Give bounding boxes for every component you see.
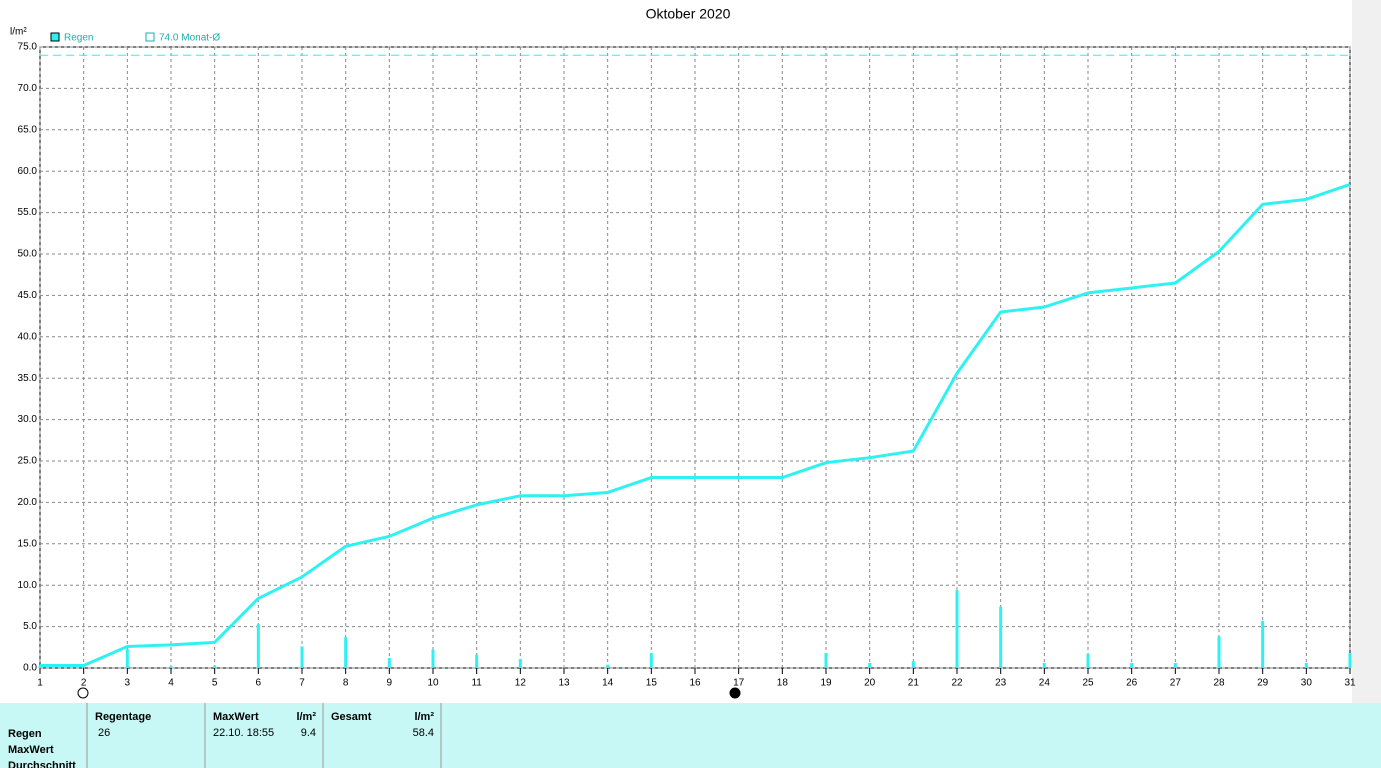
x-tick-label: 25 — [1082, 678, 1094, 689]
x-tick-label: 14 — [602, 678, 614, 689]
x-tick-label: 16 — [689, 678, 701, 689]
legend-label: Regen — [64, 33, 93, 44]
x-tick-label: 17 — [733, 678, 745, 689]
x-tick-label: 1 — [37, 678, 43, 689]
plot-frame — [39, 46, 1351, 669]
x-tick-label: 10 — [427, 678, 439, 689]
y-tick-label: 60.0 — [18, 166, 38, 177]
table-header: Gesamt — [331, 711, 372, 723]
bar — [955, 590, 959, 668]
x-tick-label: 22 — [951, 678, 963, 689]
x-tick-label: 20 — [864, 678, 876, 689]
bar — [431, 649, 435, 668]
bar — [649, 653, 653, 668]
bar — [213, 665, 217, 668]
y-tick-label: 20.0 — [18, 497, 38, 508]
x-tick-label: 9 — [387, 678, 393, 689]
x-tick-label: 8 — [343, 678, 349, 689]
bar — [344, 637, 348, 668]
side-strip — [1352, 0, 1381, 768]
bar — [1130, 663, 1134, 668]
table-cell: 9.4 — [301, 727, 316, 739]
y-tick-label: 65.0 — [18, 124, 38, 135]
table-header: MaxWert — [213, 711, 259, 723]
line — [40, 183, 1351, 668]
x-tick-label: 13 — [558, 678, 570, 689]
x-tick-label: 24 — [1039, 678, 1051, 689]
table-bg — [0, 703, 1381, 768]
x-tick-label: 11 — [471, 678, 482, 689]
row-label: MaxWert — [8, 744, 54, 756]
x-tick-label: 23 — [995, 678, 1007, 689]
table-cell: 26 — [98, 727, 110, 739]
y-axis-label: l/m² — [10, 27, 27, 38]
stats-table: Regentage MaxWert l/m² Gesamt l/m² Regen MaxWe… — [8, 703, 442, 768]
bar — [1304, 663, 1308, 668]
y-tick-label: 10.0 — [18, 580, 38, 591]
y-tick-label: 45.0 — [18, 290, 38, 301]
bar — [518, 658, 522, 668]
x-tick-label: 12 — [515, 678, 527, 689]
y-tick-label: 0.0 — [23, 663, 37, 674]
x-tick-label: 30 — [1301, 678, 1313, 689]
x-tick-label: 7 — [299, 678, 305, 689]
x-tick-label: 18 — [777, 678, 789, 689]
y-tick-label: 55.0 — [18, 207, 38, 218]
x-tick-label: 29 — [1257, 678, 1269, 689]
table-header: Regentage — [95, 711, 151, 723]
x-tick-label: 3 — [125, 678, 131, 689]
bar — [911, 661, 915, 668]
table-header: l/m² — [414, 711, 434, 723]
row-label: Regen — [8, 728, 42, 740]
x-tick-label: 6 — [256, 678, 262, 689]
y-tick-label: 50.0 — [18, 249, 38, 260]
y-tick-label: 35.0 — [18, 373, 38, 384]
moon-new — [729, 687, 741, 699]
y-tick-label: 75.0 — [18, 42, 38, 53]
bar — [868, 663, 872, 668]
bar — [824, 653, 828, 668]
chart-title: Oktober 2020 — [646, 6, 731, 22]
legend-swatch — [50, 32, 60, 42]
table-cell: 58.4 — [413, 727, 434, 739]
bar — [606, 664, 610, 668]
bar — [300, 646, 304, 668]
bar — [1173, 663, 1177, 668]
x-tick-label: 28 — [1213, 678, 1225, 689]
row-label: Durchschnitt — [8, 760, 76, 768]
x-tick-label: 27 — [1170, 678, 1182, 689]
x-tick-label: 2 — [81, 678, 87, 689]
bar — [125, 648, 129, 668]
bar — [1261, 620, 1265, 668]
x-tick-label: 15 — [646, 678, 658, 689]
table-cell: 22.10. 18:55 — [213, 727, 274, 739]
table-header: l/m² — [296, 711, 316, 723]
bar — [1217, 636, 1221, 668]
x-tick-label: 31 — [1344, 678, 1356, 689]
x-tick-label: 26 — [1126, 678, 1138, 689]
moon-full — [77, 687, 89, 699]
y-tick-label: 15.0 — [18, 538, 38, 549]
bar — [387, 658, 391, 668]
legend-swatch — [145, 32, 155, 42]
y-tick-label: 25.0 — [18, 456, 38, 467]
x-tick-label: 5 — [212, 678, 218, 689]
bar — [475, 654, 479, 668]
bar — [1086, 653, 1090, 668]
y-tick-label: 70.0 — [18, 83, 38, 94]
bar — [256, 624, 260, 668]
y-tick-label: 40.0 — [18, 331, 38, 342]
bar — [1042, 663, 1046, 668]
x-tick-label: 4 — [168, 678, 174, 689]
y-tick-label: 30.0 — [18, 414, 38, 425]
y-tick-label: 5.0 — [23, 621, 37, 632]
bar — [169, 666, 173, 668]
x-tick-label: 19 — [820, 678, 832, 689]
bar — [999, 606, 1003, 668]
bar — [1348, 653, 1352, 668]
x-tick-label: 21 — [908, 678, 920, 689]
legend-label: 74.0 Monat-Ø — [159, 33, 220, 44]
